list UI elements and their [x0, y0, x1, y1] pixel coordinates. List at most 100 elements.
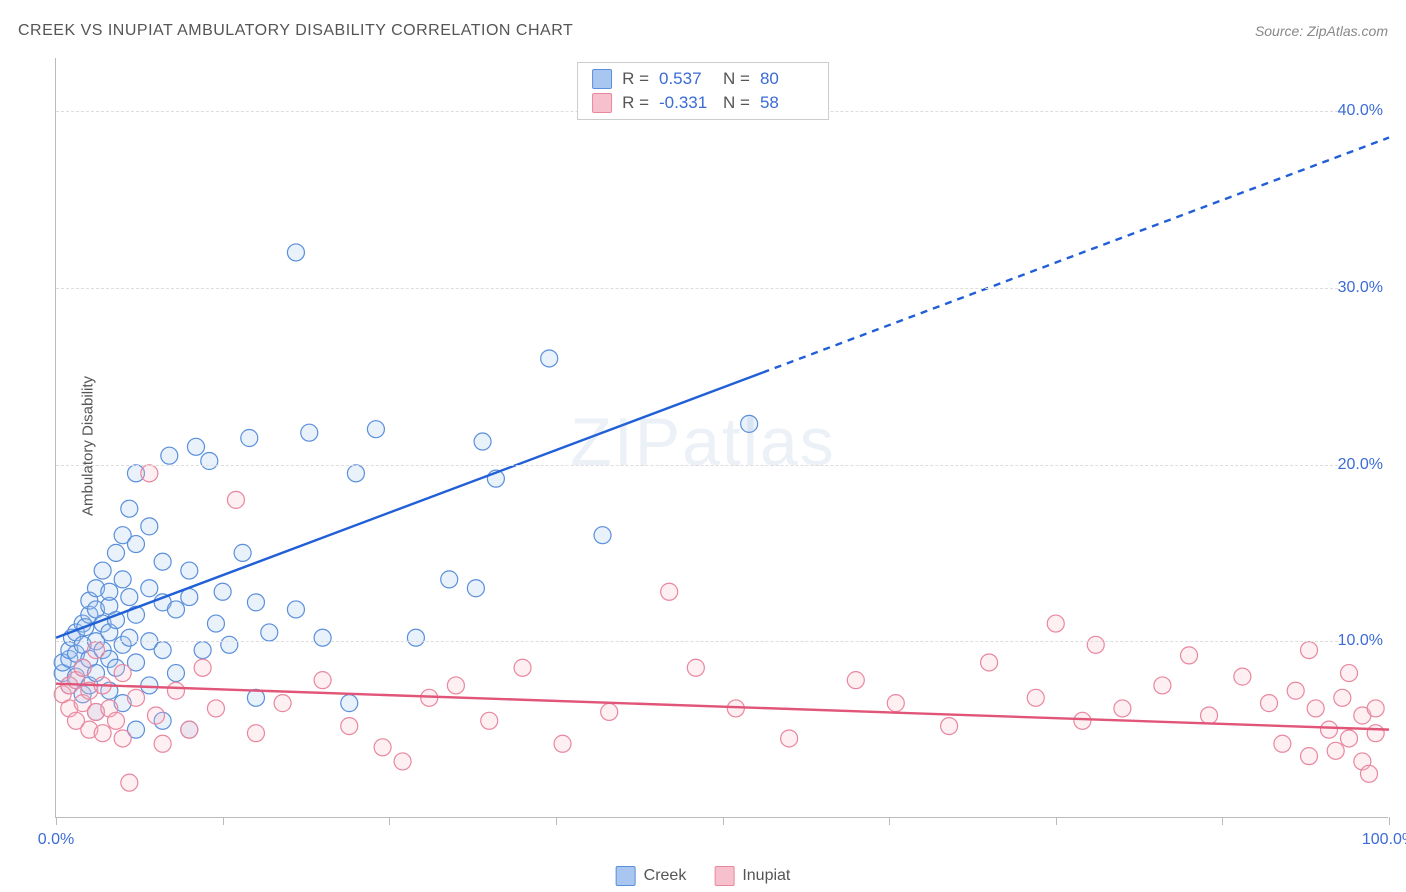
data-point [341, 695, 358, 712]
data-point [341, 718, 358, 735]
data-point [247, 725, 264, 742]
data-point [887, 695, 904, 712]
chart-plot-area: 10.0%20.0%30.0%40.0%0.0%100.0% [55, 58, 1388, 818]
data-point [287, 601, 304, 618]
data-point [114, 571, 131, 588]
data-point [107, 712, 124, 729]
data-point [94, 725, 111, 742]
data-point [1367, 700, 1384, 717]
data-point [661, 583, 678, 600]
data-point [541, 350, 558, 367]
data-point [594, 527, 611, 544]
r-label: R = [622, 93, 649, 113]
data-point [1261, 695, 1278, 712]
data-point [147, 707, 164, 724]
data-point [141, 580, 158, 597]
data-point [554, 735, 571, 752]
data-point [114, 665, 131, 682]
series-swatch [592, 69, 612, 89]
n-label: N = [723, 69, 750, 89]
gridline [56, 288, 1388, 289]
data-point [214, 583, 231, 600]
n-label: N = [723, 93, 750, 113]
data-point [1114, 700, 1131, 717]
data-point [121, 500, 138, 517]
data-point [74, 659, 91, 676]
data-point [1027, 689, 1044, 706]
y-tick-label: 20.0% [1338, 456, 1393, 474]
data-point [287, 244, 304, 261]
x-tick [889, 817, 890, 825]
y-tick-label: 40.0% [1338, 102, 1393, 120]
data-point [447, 677, 464, 694]
data-point [247, 594, 264, 611]
data-point [181, 721, 198, 738]
data-point [347, 465, 364, 482]
data-point [87, 642, 104, 659]
source-attribution: Source: ZipAtlas.com [1255, 23, 1388, 39]
x-tick-label: 0.0% [38, 831, 74, 849]
r-value: -0.331 [659, 93, 713, 113]
data-point [167, 665, 184, 682]
legend-label: Inupiat [742, 867, 790, 885]
chart-title: CREEK VS INUPIAT AMBULATORY DISABILITY C… [18, 22, 573, 40]
data-point [274, 695, 291, 712]
data-point [474, 433, 491, 450]
data-point [314, 672, 331, 689]
x-tick [723, 817, 724, 825]
data-point [741, 415, 758, 432]
data-point [981, 654, 998, 671]
x-tick-label: 100.0% [1362, 831, 1406, 849]
data-point [301, 424, 318, 441]
data-point [127, 536, 144, 553]
data-point [1307, 700, 1324, 717]
legend-item: Creek [616, 866, 687, 886]
data-point [121, 589, 138, 606]
data-point [601, 703, 618, 720]
data-point [241, 430, 258, 447]
gridline [56, 641, 1388, 642]
data-point [261, 624, 278, 641]
data-point [207, 615, 224, 632]
data-point [1087, 636, 1104, 653]
data-point [234, 544, 251, 561]
data-point [1181, 647, 1198, 664]
data-point [1327, 742, 1344, 759]
data-point [227, 491, 244, 508]
data-point [687, 659, 704, 676]
data-point [781, 730, 798, 747]
data-point [1341, 665, 1358, 682]
legend-swatch [714, 866, 734, 886]
n-value: 80 [760, 69, 814, 89]
data-point [101, 583, 118, 600]
y-tick-label: 10.0% [1338, 632, 1393, 650]
data-point [1334, 689, 1351, 706]
data-point [1274, 735, 1291, 752]
data-point [1234, 668, 1251, 685]
data-point [394, 753, 411, 770]
legend-swatch [616, 866, 636, 886]
data-point [1301, 748, 1318, 765]
data-point [1154, 677, 1171, 694]
data-point [121, 774, 138, 791]
r-label: R = [622, 69, 649, 89]
data-point [161, 447, 178, 464]
data-point [441, 571, 458, 588]
correlation-stats-box: R =0.537N =80R =-0.331N =58 [577, 62, 829, 120]
data-point [201, 452, 218, 469]
x-tick [389, 817, 390, 825]
trend-line [56, 373, 762, 638]
series-swatch [592, 93, 612, 113]
data-point [367, 421, 384, 438]
data-point [1301, 642, 1318, 659]
data-point [221, 636, 238, 653]
data-point [481, 712, 498, 729]
data-point [94, 562, 111, 579]
data-point [114, 730, 131, 747]
data-point [1321, 721, 1338, 738]
data-point [141, 465, 158, 482]
data-point [127, 689, 144, 706]
data-point [207, 700, 224, 717]
n-value: 58 [760, 93, 814, 113]
data-point [167, 601, 184, 618]
